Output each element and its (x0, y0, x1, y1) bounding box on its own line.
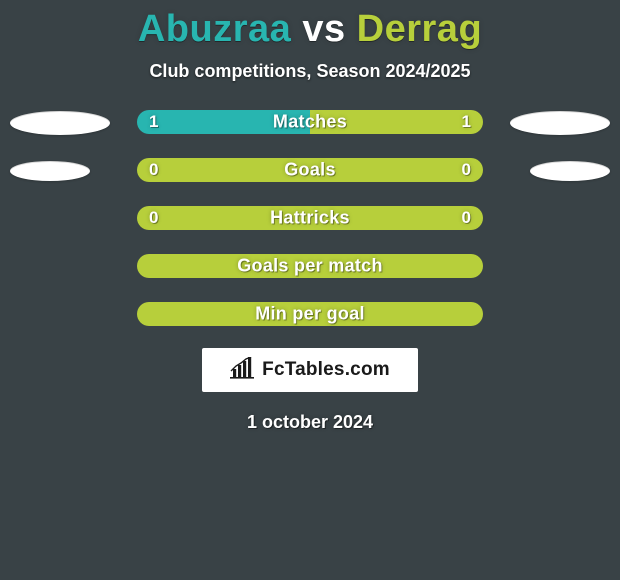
title-vs: vs (302, 8, 345, 50)
stat-row: Goals per match (0, 254, 620, 280)
stat-value-left: 0 (149, 160, 158, 180)
stat-rows: Matches 1 1 Goals 0 0 Hattricks 0 0 Goals per mat… (0, 110, 620, 328)
logo-box: FcTables.com (202, 348, 418, 392)
score-ellipse-left (10, 111, 110, 135)
stat-value-right: 0 (462, 208, 471, 228)
stat-label: Goals per match (237, 256, 383, 277)
stat-value-left: 1 (149, 112, 158, 132)
stat-label: Goals (284, 160, 336, 181)
stat-row: Goals 0 0 (0, 158, 620, 184)
date-label: 1 october 2024 (247, 412, 373, 433)
content-wrapper: Abuzraa vs Derrag Club competitions, Sea… (0, 0, 620, 580)
stat-value-left: 0 (149, 208, 158, 228)
stat-bar: Hattricks 0 0 (137, 206, 483, 230)
stat-label: Matches (273, 112, 347, 133)
player-b-name: Derrag (357, 8, 483, 50)
stat-bar: Goals per match (137, 254, 483, 278)
stat-bar: Goals 0 0 (137, 158, 483, 182)
stat-bar: Matches 1 1 (137, 110, 483, 134)
stat-label: Min per goal (255, 304, 365, 325)
stat-row: Min per goal (0, 302, 620, 328)
bar-chart-icon (230, 357, 256, 384)
stat-label: Hattricks (270, 208, 350, 229)
score-ellipse-right (530, 161, 610, 181)
stat-value-right: 0 (462, 160, 471, 180)
score-ellipse-right (510, 111, 610, 135)
subtitle: Club competitions, Season 2024/2025 (149, 61, 470, 82)
player-a-name: Abuzraa (138, 8, 291, 50)
stat-value-right: 1 (462, 112, 471, 132)
stat-bar: Min per goal (137, 302, 483, 326)
stat-row: Hattricks 0 0 (0, 206, 620, 232)
stat-row: Matches 1 1 (0, 110, 620, 136)
score-ellipse-left (10, 161, 90, 181)
logo-text: FcTables.com (262, 359, 390, 381)
page-title: Abuzraa vs Derrag (138, 8, 482, 51)
